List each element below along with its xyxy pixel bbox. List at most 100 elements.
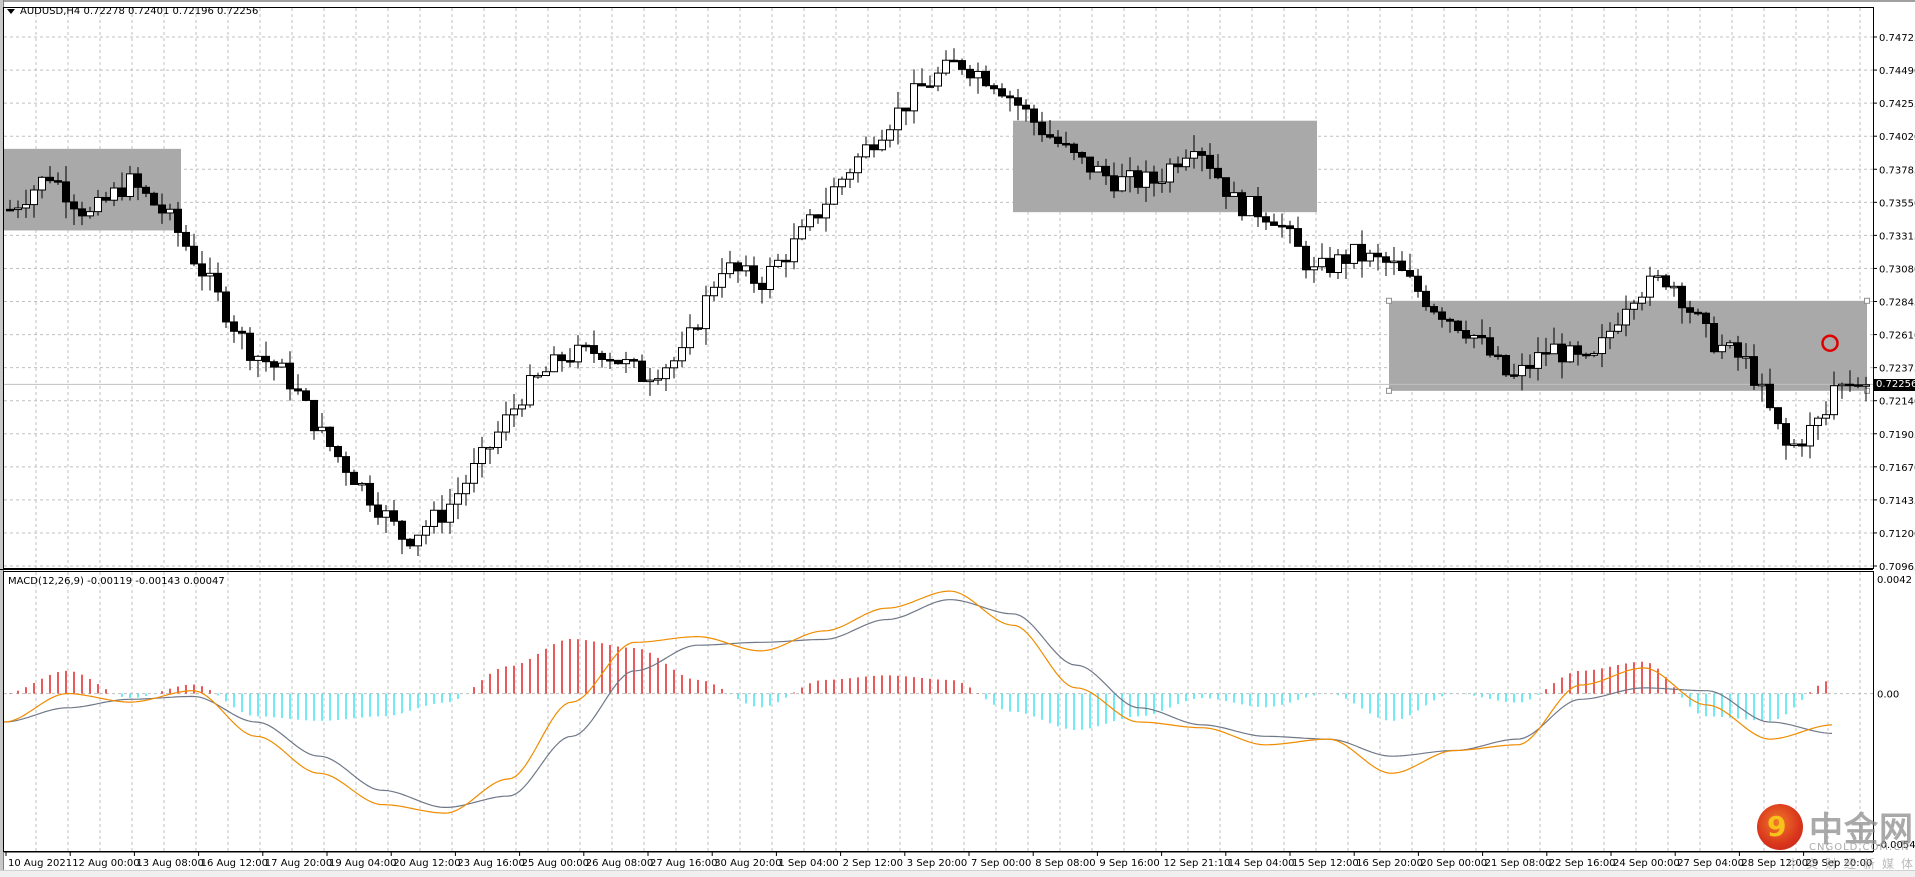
- candle: [94, 196, 102, 213]
- highlight-circle[interactable]: [1821, 334, 1839, 352]
- candle: [1534, 352, 1542, 369]
- candle: [286, 362, 294, 390]
- candle: [526, 375, 534, 406]
- candle: [1822, 414, 1830, 419]
- candle: [630, 359, 638, 362]
- price-axis-label: 0.72845: [1879, 298, 1915, 309]
- candle: [1390, 260, 1398, 264]
- candle: [342, 456, 350, 473]
- candle: [1502, 355, 1510, 376]
- macd-pane[interactable]: 0.0042 0.00 -0.00546: [3, 575, 1915, 851]
- candle: [694, 327, 702, 330]
- candle: [1470, 334, 1478, 339]
- candle: [1774, 407, 1782, 425]
- candle: [1142, 171, 1150, 188]
- candle: [62, 181, 70, 203]
- candle: [662, 367, 670, 380]
- time-axis-label: 26 Aug 08:00: [586, 858, 653, 869]
- candle: [790, 238, 798, 263]
- candle: [1254, 195, 1262, 218]
- rect-handle[interactable]: [1864, 297, 1870, 304]
- macd-signal-line: [3, 599, 1833, 809]
- candle: [1046, 134, 1054, 138]
- candle: [1726, 342, 1734, 346]
- candle: [382, 510, 390, 518]
- range-rectangles[interactable]: [4, 120, 1870, 394]
- candle: [1526, 364, 1534, 369]
- candle: [302, 390, 310, 401]
- symbol-dropdown-arrow-icon[interactable]: [7, 9, 15, 14]
- candle: [70, 201, 78, 210]
- candle: [622, 359, 630, 365]
- candle: [1286, 225, 1294, 230]
- candle: [1478, 334, 1486, 339]
- candle: [1134, 170, 1142, 188]
- time-axis-label: 9 Sep 16:00: [1099, 858, 1159, 869]
- candle: [1126, 170, 1134, 178]
- candle: [598, 352, 606, 360]
- candle: [614, 359, 622, 365]
- candle: [326, 426, 334, 448]
- macd-main-line: [3, 590, 1833, 814]
- candle: [1446, 318, 1454, 322]
- candle: [174, 208, 182, 233]
- candle: [1406, 270, 1414, 277]
- candle: [1574, 345, 1582, 355]
- candle: [1166, 163, 1174, 183]
- time-axis-label: 28 Sep 12:00: [1741, 858, 1808, 869]
- rect-handle[interactable]: [1864, 387, 1870, 394]
- time-axis-label: 1 Sep 04:00: [778, 858, 838, 869]
- candle: [782, 259, 790, 263]
- candle: [1670, 285, 1678, 289]
- candle: [798, 226, 806, 240]
- candlesticks[interactable]: [6, 48, 1870, 557]
- candle: [1838, 383, 1846, 387]
- candle: [1686, 307, 1694, 313]
- candle: [590, 345, 598, 354]
- candle: [702, 295, 710, 330]
- rect-handle[interactable]: [1386, 297, 1392, 304]
- candle: [990, 85, 998, 90]
- candle: [1366, 252, 1374, 262]
- time-axis-label: 8 Sep 08:00: [1035, 858, 1095, 869]
- macd-axis-label: -0.00546: [1877, 840, 1915, 851]
- candle: [430, 509, 438, 527]
- candle: [406, 538, 414, 547]
- candle: [1310, 266, 1318, 271]
- candle: [398, 520, 406, 540]
- candle: [190, 245, 198, 265]
- candle: [566, 360, 574, 363]
- candle: [78, 208, 86, 217]
- candle: [246, 332, 254, 361]
- candle: [1494, 354, 1502, 358]
- candle: [1278, 224, 1286, 228]
- candle: [422, 525, 430, 536]
- time-axis-label: 2 Sep 12:00: [843, 858, 903, 869]
- candle: [30, 189, 38, 206]
- candle: [1006, 95, 1014, 99]
- candle: [294, 388, 302, 392]
- candle: [1174, 163, 1182, 168]
- rect-handle[interactable]: [1386, 387, 1392, 394]
- candle: [670, 360, 678, 369]
- candle: [1318, 257, 1326, 268]
- current-price-tag: 0.72256: [1874, 379, 1915, 391]
- candle: [1454, 320, 1462, 332]
- time-axis-label: 7 Sep 00:00: [971, 858, 1031, 869]
- candle: [950, 59, 958, 63]
- candle: [1566, 345, 1574, 363]
- range-box-2[interactable]: [1013, 120, 1317, 213]
- symbol-ohlc-header: AUDUSD,H4 0.72278 0.72401 0.72196 0.7225…: [20, 6, 259, 17]
- candle: [942, 59, 950, 74]
- candle: [1742, 356, 1750, 359]
- candle: [390, 510, 398, 522]
- candle: [238, 330, 246, 334]
- time-axis-label: 22 Sep 16:00: [1549, 858, 1616, 869]
- candle: [502, 414, 510, 433]
- candle: [1054, 136, 1062, 144]
